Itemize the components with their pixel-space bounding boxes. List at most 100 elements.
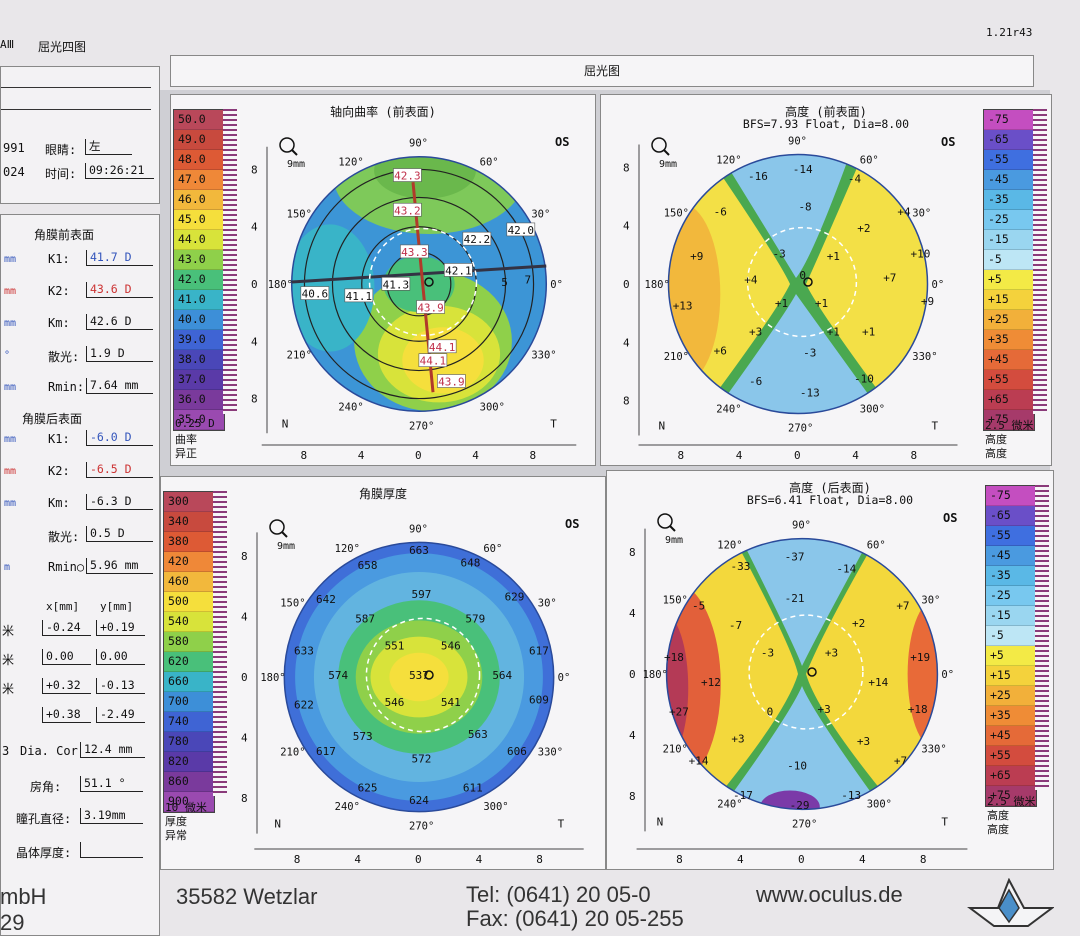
info-column: 991 眼睛: 左 024 时间: 09:26:21 角膜前表面 mm K1: 41…	[0, 66, 160, 936]
degree-label: 120°	[335, 543, 360, 555]
degree-label: 90°	[409, 138, 428, 150]
scale-footer: 高度	[987, 809, 1009, 822]
zoom-icon[interactable]: 9mm	[269, 519, 295, 552]
map-value-label: +3	[749, 325, 762, 338]
footer-fax: Fax: (0641) 20 05-255	[466, 906, 684, 931]
scale-value: 780	[164, 732, 214, 752]
map-value-label: -14	[836, 563, 856, 576]
degree-label: 30°	[538, 598, 557, 610]
x-tick: 4	[358, 449, 365, 462]
dob-partial: 991	[3, 141, 25, 155]
degree-label: 0°	[932, 279, 945, 291]
map-value-label: -29	[790, 799, 810, 812]
degree-label: 210°	[287, 350, 312, 362]
row-value: 1.9 D	[86, 346, 153, 362]
map-value-label: 617	[529, 645, 549, 658]
zoom-icon[interactable]: 9mm	[651, 137, 677, 170]
scale-value: 820	[164, 752, 214, 772]
degree-label: 240°	[716, 403, 741, 415]
scale-value: -25	[986, 586, 1036, 606]
x-tick: 4	[737, 853, 744, 866]
row-left-unit: mm	[4, 318, 17, 329]
map-value-label: -3	[773, 248, 786, 261]
degree-label: 210°	[664, 351, 689, 363]
temporal-label: T	[941, 815, 948, 828]
map-value-label: 633	[294, 645, 314, 658]
map-value-label: -16	[748, 170, 768, 183]
degree-label: 330°	[921, 744, 946, 756]
lens-value	[80, 842, 143, 858]
scale-value: +45	[984, 350, 1034, 370]
scale-footer: 高度	[985, 447, 1007, 460]
row-value: 41.7 D	[86, 250, 153, 266]
map-value-label: -7	[729, 619, 742, 632]
map-plot: 8 8 4 4 0 0 4 4 8 8 90° 60° 30° 0° 330° 300° 270° 240° 210…	[251, 137, 577, 462]
scale-value: -55	[984, 150, 1034, 170]
map-value-label: -14	[793, 163, 813, 176]
main-title-bar: 屈光图	[170, 55, 1034, 87]
scale-value: 460	[164, 572, 214, 592]
x-tick: 0	[415, 449, 422, 462]
scale-value: -65	[986, 506, 1036, 526]
col-y-header: y[mm]	[100, 600, 134, 613]
x-tick: 8	[530, 449, 537, 462]
map-value-label: 574	[328, 669, 348, 682]
x-tick: 8	[676, 853, 683, 866]
row-label: K1:	[48, 252, 70, 266]
map-panel-elev_back: -75 -65 -55 -45 -35 -25 -15 -5 +5 +15 +25 +35 +45 +55…	[606, 470, 1054, 870]
scale-value: 38.0	[174, 350, 224, 370]
x-tick: 0	[794, 449, 801, 462]
map-plot: 8 8 4 4 0 0 4 4 8 8 90° 60° 30° 0° 330° 300° 270° 240° 210…	[241, 519, 584, 866]
row-left-unit: mm	[4, 382, 17, 393]
x-tick: 0	[415, 853, 422, 866]
scale-value: -45	[984, 170, 1034, 190]
map-value-label: 629	[505, 591, 525, 604]
degree-label: 180°	[643, 669, 668, 681]
x-tick: 8	[294, 853, 301, 866]
x-tick: 4	[852, 449, 859, 462]
pos-y: -0.13	[96, 678, 145, 694]
x-tick: 4	[859, 853, 866, 866]
zoom-icon[interactable]: 9mm	[657, 513, 683, 546]
x-tick: 0	[798, 853, 805, 866]
map-value-label: 563	[468, 728, 488, 741]
degree-label: 270°	[792, 818, 817, 830]
map-value-label: -4	[848, 172, 862, 185]
row-left-unit: mm	[4, 466, 17, 477]
row-label: Rmin:	[48, 380, 85, 394]
color-scale: -75 -65 -55 -45 -35 -25 -15 -5 +5 +15 +25 +35 +45 +55…	[983, 109, 1035, 431]
degree-label: 240°	[335, 801, 360, 813]
map-value-label: 564	[492, 669, 512, 682]
nasal-label: N	[659, 420, 666, 433]
temporal-label: T	[550, 417, 557, 430]
scale-footer: 异正	[175, 447, 197, 460]
x-tick: 4	[354, 853, 361, 866]
x-tick: 4	[736, 449, 743, 462]
scale-footer: 10 微米	[165, 801, 207, 814]
temporal-label: T	[932, 420, 939, 433]
scale-value: 660	[164, 672, 214, 692]
oculus-logo-icon	[967, 878, 1054, 927]
row-value: -6.3 D	[86, 494, 153, 510]
map-value-label: -8	[798, 201, 811, 214]
scale-value: -15	[986, 606, 1036, 626]
degree-label: 150°	[663, 594, 688, 606]
y-tick: 4	[241, 732, 248, 745]
scale-footer: 异常	[165, 829, 187, 842]
degree-label: 300°	[480, 401, 505, 413]
scale-value: 420	[164, 552, 214, 572]
y-tick: 4	[241, 610, 248, 623]
map-value-label: 546	[385, 696, 405, 709]
degree-label: 330°	[912, 351, 937, 363]
map-value-label: 43.2	[394, 204, 421, 217]
degree-label: 270°	[788, 423, 813, 435]
scale-value: 380	[164, 532, 214, 552]
row-label: 散光:	[48, 530, 80, 544]
scale-value: 41.0	[174, 290, 224, 310]
map-value-label: 609	[529, 693, 549, 706]
y-tick: 4	[629, 607, 636, 620]
zoom-icon[interactable]: 9mm	[279, 137, 305, 170]
nasal-label: N	[657, 815, 664, 828]
eye-value: 左	[85, 139, 132, 155]
map-value-label: 42.2	[464, 233, 491, 246]
